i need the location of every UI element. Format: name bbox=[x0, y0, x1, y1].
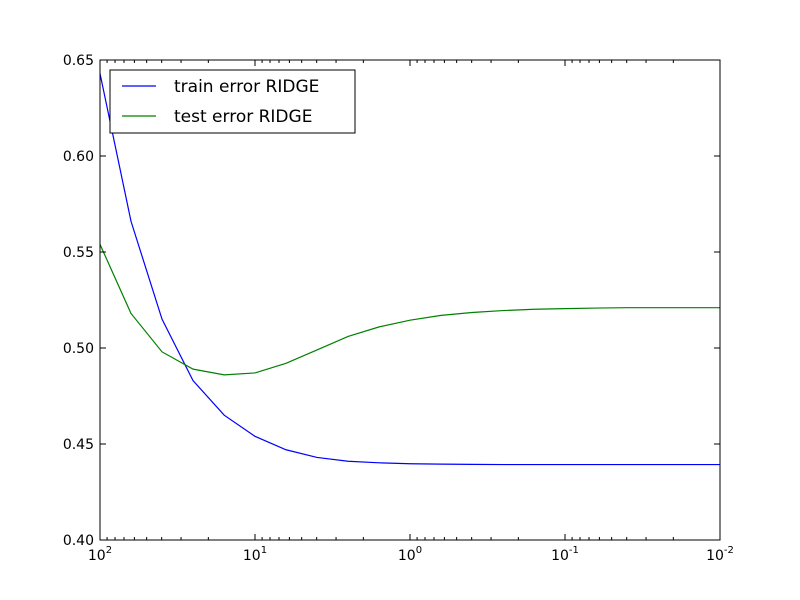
y-tick-label: 0.60 bbox=[63, 149, 94, 165]
legend-label: train error RIDGE bbox=[174, 77, 319, 97]
y-tick-label: 0.40 bbox=[63, 533, 94, 549]
series-line-test bbox=[99, 244, 720, 376]
ticks-layer: 102 101 100 10-1 10-2 0.40 0.45 0.50 0.55 0.60 0.6… bbox=[63, 53, 734, 564]
x-tick-label: 102 bbox=[88, 545, 112, 564]
series-line-train bbox=[99, 73, 720, 466]
plot-frame bbox=[99, 59, 721, 541]
y-tick-label: 0.45 bbox=[63, 437, 94, 453]
legend-label: test error RIDGE bbox=[174, 107, 312, 127]
x-tick-label: 10-2 bbox=[706, 545, 734, 564]
y-tick-label: 0.55 bbox=[63, 245, 94, 261]
legend: train error RIDGE test error RIDGE bbox=[109, 69, 356, 134]
x-tick-label: 101 bbox=[243, 545, 267, 564]
plot-area bbox=[100, 60, 720, 540]
x-tick-label: 100 bbox=[398, 545, 422, 564]
y-tick-label: 0.50 bbox=[63, 341, 94, 357]
x-tick-label: 10-1 bbox=[551, 545, 579, 564]
legend-box bbox=[109, 69, 356, 134]
y-tick-label: 0.65 bbox=[63, 53, 94, 69]
series-layer bbox=[99, 73, 720, 466]
